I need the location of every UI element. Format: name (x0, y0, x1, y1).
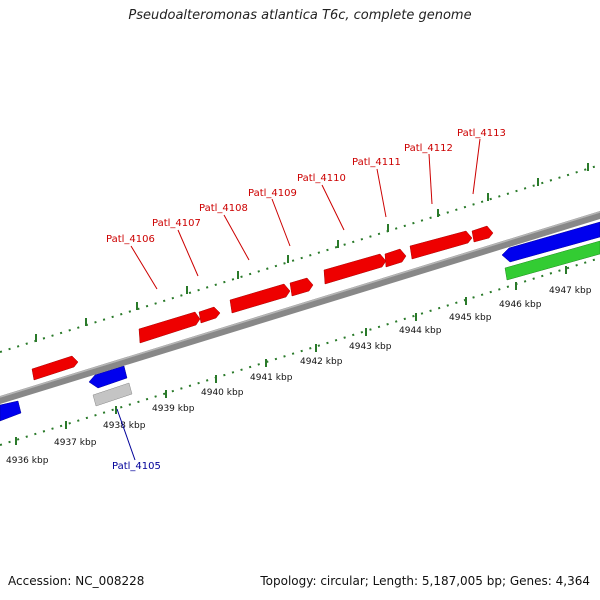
map-title: Pseudoalteromonas atlantica T6c, complet… (128, 8, 472, 23)
axis-tick-label: 4945 kbp (449, 313, 492, 323)
rna-gene[interactable] (504, 240, 600, 281)
axis-tick-label: 4943 kbp (349, 342, 392, 352)
lower-major-ticks (15, 266, 567, 445)
label-connector-reverse (116, 408, 136, 461)
axis-tick-label: 4944 kbp (399, 326, 442, 336)
label-connectors (130, 138, 481, 290)
upper-major-ticks (35, 163, 589, 342)
length-text: Length: 5,187,005 bp (372, 574, 502, 588)
gene-label[interactable]: Patl_4108 (199, 203, 248, 214)
topology-text: Topology: circular (260, 574, 365, 588)
backbone-highlight (0, 211, 600, 398)
axis-tick-label: 4939 kbp (152, 404, 195, 414)
gene-label[interactable]: Patl_4110 (297, 173, 346, 184)
gene-arrow[interactable] (229, 283, 291, 314)
axis-tick-label: 4937 kbp (54, 438, 97, 448)
accession-info: Accession: NC_008228 (8, 574, 145, 588)
gene-label[interactable]: Patl_4113 (457, 128, 506, 139)
axis-tick-label: 4941 kbp (250, 373, 293, 383)
lower-tick-track (0, 257, 600, 446)
gene-arrow[interactable] (471, 225, 494, 243)
gene-label[interactable]: Patl_4105 (112, 461, 161, 472)
gene-arrow[interactable] (501, 221, 600, 263)
upper-tick-track (0, 164, 600, 353)
gene-label[interactable]: Patl_4106 (106, 234, 155, 245)
axis-tick-label: 4940 kbp (201, 388, 244, 398)
gene-arrow[interactable] (409, 230, 473, 260)
gene-arrow[interactable] (289, 277, 314, 297)
genes-count-text: Genes: 4,364 (509, 574, 590, 588)
axis-tick-label: 4942 kbp (300, 357, 343, 367)
gene-arrow[interactable] (323, 253, 387, 285)
gene-arrow[interactable] (0, 400, 22, 422)
axis-tick-label: 4938 kbp (103, 421, 146, 431)
axis-tick-label: 4946 kbp (499, 300, 542, 310)
gene-arrow[interactable] (384, 248, 407, 268)
gene-label[interactable]: Patl_4109 (248, 188, 297, 199)
gene-label[interactable]: Patl_4111 (352, 157, 401, 168)
axis-tick-label: 4936 kbp (6, 456, 49, 466)
genome-backbone (0, 211, 600, 404)
axis-tick-label: 4947 kbp (549, 286, 592, 296)
reverse-genes (0, 221, 600, 422)
gene-arrow[interactable] (198, 306, 221, 324)
genome-stats: Topology: circular; Length: 5,187,005 bp… (260, 574, 590, 588)
gene-arrow[interactable] (138, 311, 201, 344)
gene-arrow[interactable] (88, 365, 128, 389)
gene-label[interactable]: Patl_4112 (404, 143, 453, 154)
gene-arrow[interactable] (31, 355, 79, 381)
forward-genes (31, 225, 494, 381)
gene-label[interactable]: Patl_4107 (152, 218, 201, 229)
pseudo-gene[interactable] (92, 382, 133, 407)
